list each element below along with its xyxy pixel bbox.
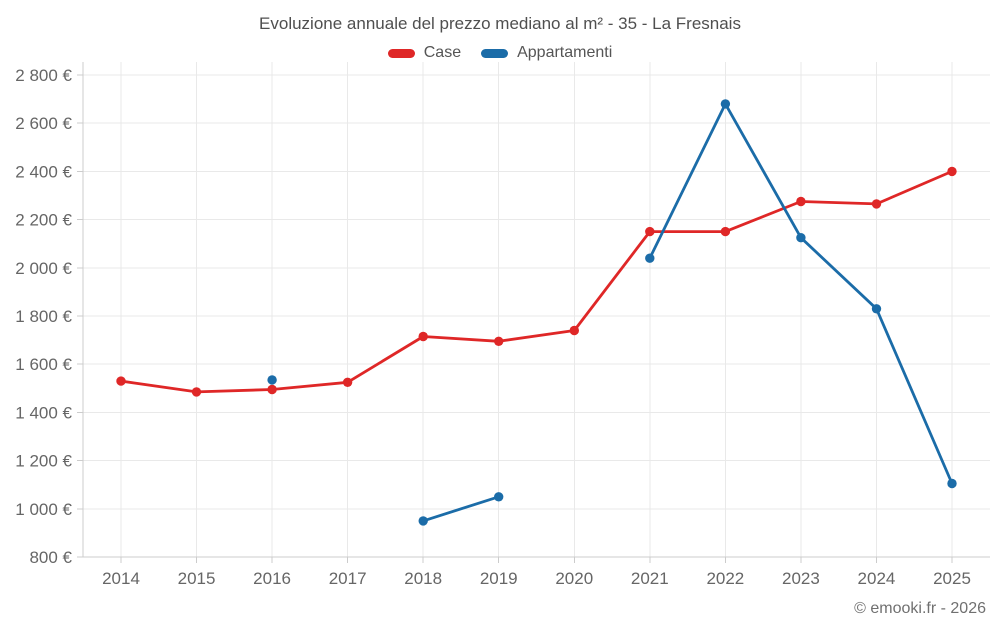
data-point-case-2020	[569, 325, 579, 336]
x-axis-tick-label: 2025	[933, 569, 971, 588]
x-axis-tick-label: 2014	[102, 569, 140, 588]
x-axis-tick-label: 2015	[178, 569, 216, 588]
y-axis-tick-label: 800 €	[29, 548, 72, 567]
appartamenti-series-swatch	[481, 48, 509, 58]
data-point-case-2015	[191, 387, 202, 397]
data-point-case-2019	[494, 336, 504, 346]
x-axis-tick-label: 2016	[253, 569, 291, 588]
x-axis-tick-label: 2020	[555, 569, 593, 588]
data-point-case-2024	[871, 199, 882, 209]
data-point-appartamenti-2021	[645, 253, 655, 263]
data-point-case-2016	[267, 384, 277, 395]
data-point-appartamenti-2022	[720, 99, 731, 109]
data-point-case-2017	[342, 377, 353, 387]
case-series-swatch	[387, 48, 415, 58]
y-axis-tick-label: 1 400 €	[15, 403, 72, 422]
chart-title: Evoluzione annuale del prezzo mediano al…	[259, 14, 741, 33]
legend-label-case: Case	[423, 44, 462, 61]
data-point-appartamenti-2024	[871, 304, 882, 314]
chart-legend: Case Appartamenti	[0, 44, 1000, 62]
data-point-appartamenti-2019	[494, 492, 504, 502]
y-axis-tick-label: 2 800 €	[15, 66, 72, 85]
chart-attribution: © emooki.fr - 2026	[854, 600, 986, 617]
y-axis-tick-label: 1 800 €	[15, 307, 72, 326]
x-axis-tick-label: 2021	[631, 569, 669, 588]
y-axis-tick-label: 2 400 €	[15, 162, 72, 181]
x-axis-tick-label: 2017	[329, 569, 367, 588]
x-axis-tick-label: 2018	[404, 569, 442, 588]
legend-label-appartamenti: Appartamenti	[517, 44, 613, 61]
data-point-case-2018	[418, 331, 428, 342]
series-line-case	[119, 170, 954, 394]
y-axis-tick-label: 2 600 €	[15, 114, 72, 133]
x-axis-tick-label: 2022	[706, 569, 744, 588]
data-point-appartamenti-2023	[796, 233, 806, 243]
x-axis-tick-label: 2023	[782, 569, 820, 588]
data-point-appartamenti-2025	[947, 478, 957, 489]
y-axis-tick-label: 2 200 €	[15, 211, 72, 230]
legend-item-appartamenti[interactable]: Appartamenti	[481, 44, 612, 62]
x-axis-tick-label: 2024	[858, 569, 896, 588]
series-line-appartamenti	[421, 102, 954, 523]
data-point-case-2022	[720, 226, 731, 237]
y-axis-tick-label: 1 200 €	[15, 452, 72, 471]
data-point-appartamenti-2018	[418, 516, 428, 526]
x-axis-tick-label: 2019	[480, 569, 518, 588]
y-axis-tick-label: 1 600 €	[15, 355, 72, 374]
y-axis-tick-label: 2 000 €	[15, 259, 72, 278]
data-point-case-2025	[947, 166, 957, 177]
legend-item-case[interactable]: Case	[387, 44, 462, 62]
data-point-case-2023	[796, 196, 806, 207]
y-axis-tick-label: 1 000 €	[15, 500, 72, 519]
data-point-case-2014	[116, 376, 126, 386]
data-point-case-2021	[645, 226, 655, 237]
data-point-appartamenti-2016	[267, 375, 277, 385]
